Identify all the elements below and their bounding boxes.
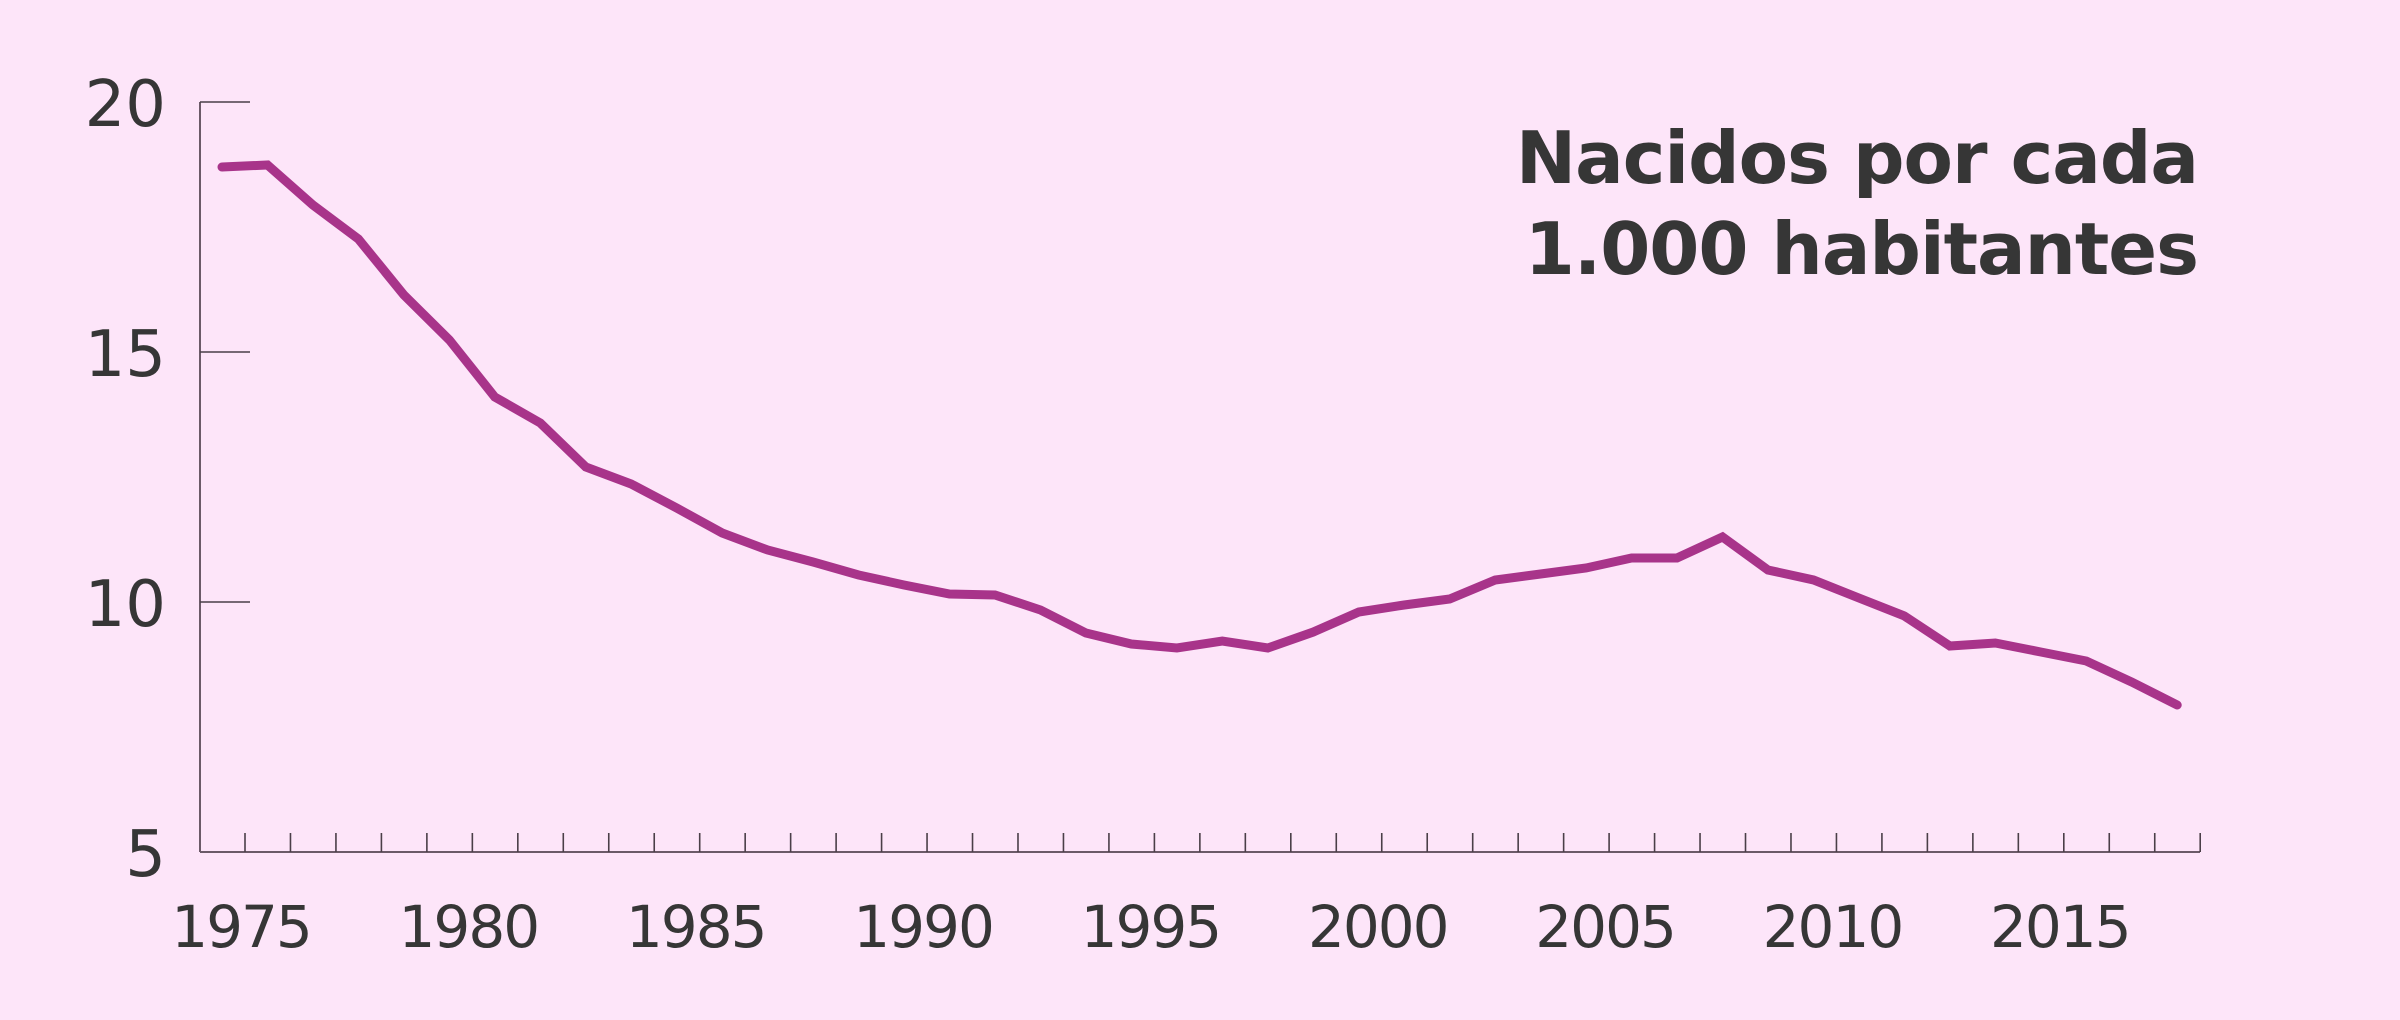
x-tick-label: 2015: [1990, 893, 2130, 961]
x-tick-label: 1975: [171, 893, 311, 961]
x-tick-label: 2010: [1763, 893, 1903, 961]
x-tick-label: 1980: [399, 893, 539, 961]
x-tick-label: 2000: [1308, 893, 1448, 961]
x-tick-label: 2005: [1535, 893, 1675, 961]
x-axis-tick-labels: 1975 1980 1985 1990 1995 2000 2005 2010 2015: [171, 893, 2131, 961]
birth-rate-series-line: [217, 160, 2182, 710]
chart-title-line-2: 1.000 habitantes: [1525, 207, 2198, 291]
x-tick-label: 1990: [853, 893, 993, 961]
x-axis: [200, 833, 2202, 853]
chart-title-line-1: Nacidos por cada: [1516, 116, 2198, 200]
x-tick-label: 1985: [626, 893, 766, 961]
x-tick-label: 1995: [1081, 893, 1221, 961]
y-axis-tick-labels: 5 10 15 20: [85, 68, 166, 892]
y-tick-label: 20: [85, 68, 166, 142]
y-tick-label: 10: [85, 568, 166, 642]
y-tick-label: 5: [125, 818, 166, 892]
y-tick-label: 15: [85, 318, 166, 392]
y-axis: [199, 101, 250, 852]
chart-title: Nacidos por cada 1.000 habitantes: [1516, 116, 2199, 291]
